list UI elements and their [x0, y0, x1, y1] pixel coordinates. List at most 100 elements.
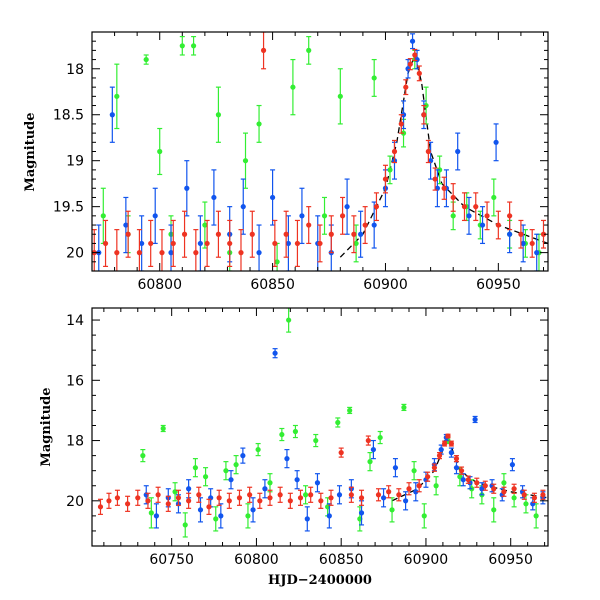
data-point: [358, 210, 364, 258]
data-point: [123, 196, 129, 254]
data-point: [170, 219, 176, 268]
data-marker: [453, 465, 460, 471]
data-marker: [495, 222, 501, 228]
data-point: [304, 506, 310, 532]
data-marker: [155, 492, 161, 498]
data-marker: [358, 231, 364, 237]
data-marker: [186, 498, 192, 504]
data-point: [533, 503, 539, 529]
data-point: [314, 473, 321, 493]
data-marker: [186, 486, 192, 492]
data-marker: [245, 513, 251, 519]
data-point: [267, 473, 273, 493]
data-point: [373, 192, 380, 222]
data-marker: [184, 185, 190, 191]
data-point: [339, 196, 346, 235]
data-point: [336, 485, 343, 505]
data-point: [247, 486, 253, 503]
data-marker: [509, 462, 516, 468]
data-marker: [523, 501, 529, 507]
data-point: [157, 127, 163, 176]
data-point: [491, 497, 497, 523]
data-marker: [286, 317, 292, 323]
data-marker: [421, 112, 427, 118]
data-point: [102, 219, 109, 268]
data-marker: [337, 93, 343, 99]
data-point: [466, 196, 472, 235]
data-marker: [227, 240, 233, 247]
bottom-panel: 60750 60800 60850 60900 60950 14 16 18 20 Magnit…: [39, 307, 549, 588]
data-marker: [335, 419, 341, 426]
data-marker: [336, 492, 343, 498]
data-marker: [255, 446, 261, 453]
data-point: [529, 229, 535, 258]
data-marker: [473, 204, 479, 210]
data-point: [328, 489, 334, 506]
data-marker: [292, 428, 299, 435]
data-marker: [431, 465, 438, 471]
data-marker: [344, 204, 350, 210]
data-point: [287, 492, 293, 509]
data-marker: [520, 240, 526, 247]
x-tick-label: 60850: [319, 552, 364, 568]
data-marker: [425, 148, 431, 155]
data-point: [317, 224, 323, 263]
data-point: [441, 176, 447, 200]
data-point: [511, 483, 517, 494]
data-marker: [228, 477, 234, 483]
data-marker: [170, 240, 176, 247]
data-point: [507, 201, 513, 231]
data-marker: [436, 453, 443, 459]
data-point: [407, 58, 413, 71]
data-marker: [432, 176, 438, 182]
data-point: [106, 492, 112, 509]
data-marker: [197, 507, 204, 513]
data-marker: [501, 489, 507, 495]
data-point: [335, 417, 341, 428]
data-marker: [416, 483, 422, 489]
data-marker: [182, 522, 188, 528]
data-marker: [294, 240, 301, 247]
data-point: [139, 215, 145, 271]
data-point: [290, 58, 296, 116]
data-marker: [260, 47, 267, 53]
data-marker: [160, 425, 166, 432]
data-point: [509, 458, 516, 472]
data-point: [448, 440, 454, 447]
top-panel: 60800 60850 60900 60950 18 18.5 19 19.5 20 Magni…: [23, 31, 549, 293]
data-marker: [348, 492, 354, 498]
bottom-series-2: [97, 433, 546, 515]
data-point: [389, 497, 395, 523]
data-point: [306, 35, 312, 65]
data-point: [413, 482, 419, 502]
data-marker: [351, 231, 357, 237]
data-point: [371, 58, 377, 97]
data-marker: [365, 437, 371, 444]
data-marker: [193, 250, 199, 256]
data-point: [277, 486, 283, 503]
data-marker: [302, 492, 309, 498]
data-point: [272, 348, 278, 359]
data-marker: [389, 507, 395, 513]
data-marker: [226, 498, 232, 504]
data-point: [416, 65, 422, 82]
data-marker: [192, 465, 199, 471]
data-point: [160, 424, 166, 433]
x-tick-label: 60950: [476, 277, 521, 293]
data-marker: [215, 231, 222, 237]
data-point: [433, 476, 439, 496]
data-point: [226, 492, 232, 509]
data-marker: [197, 240, 203, 247]
data-point: [382, 164, 389, 194]
data-point: [192, 458, 199, 478]
data-marker: [114, 495, 121, 501]
data-marker: [328, 495, 334, 501]
data-marker: [202, 474, 209, 480]
data-point: [465, 475, 471, 484]
data-marker: [256, 121, 262, 127]
data-point: [148, 219, 154, 268]
data-marker: [373, 204, 380, 210]
y-tick-label: 14: [66, 313, 84, 329]
y-tick-label: 16: [66, 373, 84, 389]
data-point: [421, 104, 427, 125]
